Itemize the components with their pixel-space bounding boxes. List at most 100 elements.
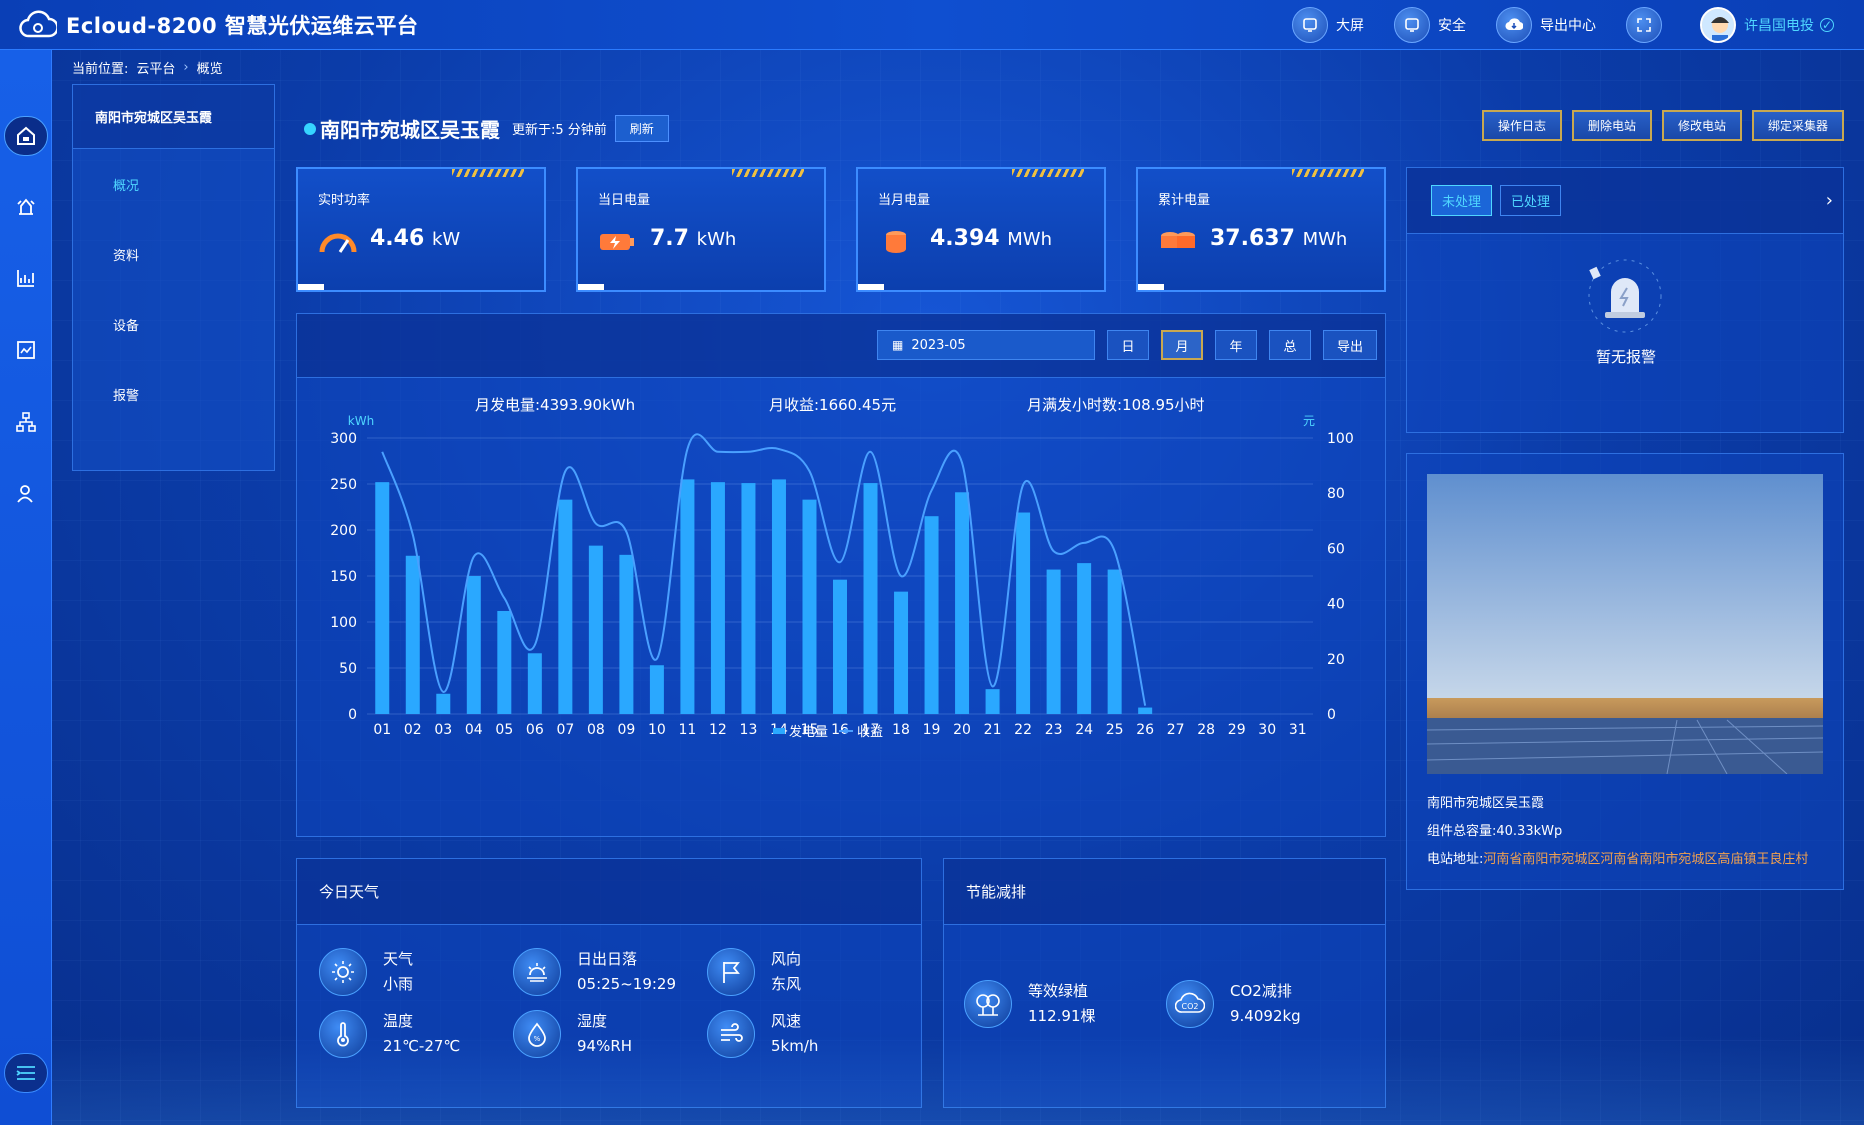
y-tick-left: 0 xyxy=(348,707,357,723)
weather-wind-speed: 风速 5km/h xyxy=(707,1009,818,1059)
energy-saving-panel: 节能减排 等效绿植 112.91棵 CO2 CO2减排 9.4092kg xyxy=(943,858,1386,1108)
delete-station-button[interactable]: 删除电站 xyxy=(1571,110,1652,141)
refresh-button[interactable]: 刷新 xyxy=(614,115,669,142)
y-axis-left-label: kWh xyxy=(348,414,374,428)
kpi-value: 4.394 MWh xyxy=(930,226,1052,251)
kpi-accent xyxy=(578,284,604,290)
station-subnav: 南阳市宛城区吴玉霞 概况 资料 设备 报警 xyxy=(72,84,275,471)
bar-26 xyxy=(1138,707,1153,714)
export-center-label: 导出中心 xyxy=(1540,18,1596,34)
range-total-button[interactable]: 总 xyxy=(1269,330,1311,360)
weather-wind-direction: 风向 东风 xyxy=(707,947,801,997)
y-tick-right: 40 xyxy=(1327,597,1345,613)
bar-11 xyxy=(680,479,695,714)
export-center-button[interactable]: 导出中心 xyxy=(1496,7,1596,43)
subnav-item-devices[interactable]: 设备 xyxy=(113,318,140,334)
bar-17 xyxy=(863,483,878,714)
chevron-right-icon[interactable]: › xyxy=(1825,190,1833,211)
y-tick-right: 20 xyxy=(1327,652,1345,668)
chart-summary-generation: 月发电量:4393.90kWh xyxy=(475,396,635,414)
kpi-accent xyxy=(858,284,884,290)
subnav-item-alarms[interactable]: 报警 xyxy=(113,388,140,404)
x-tick-label: 13 xyxy=(740,722,758,738)
bar-19 xyxy=(924,516,939,714)
kpi-unit: MWh xyxy=(1302,229,1348,250)
kpi-stripes xyxy=(1012,169,1084,177)
kpi-accent xyxy=(1138,284,1164,290)
kpi-total-energy: 累计电量 37.637 MWh xyxy=(1136,167,1386,292)
big-screen-button[interactable]: 大屏 xyxy=(1292,7,1364,43)
kpi-stripes xyxy=(732,169,804,177)
cloud-logo-icon xyxy=(16,5,60,45)
x-tick-label: 08 xyxy=(587,722,605,738)
y-tick-left: 250 xyxy=(330,477,357,493)
y-tick-left: 150 xyxy=(330,569,357,585)
energy-co2-reduction: CO2 CO2减排 9.4092kg xyxy=(1166,979,1301,1029)
bar-03 xyxy=(436,693,451,714)
home-icon[interactable] xyxy=(4,116,48,156)
x-tick-label: 22 xyxy=(1014,722,1032,738)
bar-07 xyxy=(558,499,573,714)
kpi-realtime-power: 实时功率 4.46 kW xyxy=(296,167,546,292)
x-tick-label: 17 xyxy=(862,722,880,738)
bar-12 xyxy=(710,482,725,714)
bar-02 xyxy=(405,555,420,714)
subnav-title: 南阳市宛城区吴玉霞 xyxy=(73,85,274,149)
empty-alarm-icon xyxy=(1575,254,1675,348)
month-picker[interactable]: ▦ 2023-05 xyxy=(877,330,1095,360)
fullscreen-button[interactable] xyxy=(1626,7,1670,43)
legend-generation: 发电量 xyxy=(789,724,828,740)
kpi-stripes xyxy=(1292,169,1364,177)
breadcrumb-item-cloud[interactable]: 云平台 xyxy=(136,62,176,77)
month-picker-value: 2023-05 xyxy=(911,337,966,353)
edit-station-button[interactable]: 修改电站 xyxy=(1661,110,1742,141)
station-info-capacity: 组件总容量:40.33kWp xyxy=(1427,824,1563,839)
address-label: 电站地址: xyxy=(1427,852,1484,867)
x-tick-label: 27 xyxy=(1167,722,1185,738)
station-icon[interactable] xyxy=(10,190,42,222)
tab-processed[interactable]: 已处理 xyxy=(1500,185,1562,216)
chevron-down-icon: ✓ xyxy=(1820,18,1834,32)
subnav-item-overview[interactable]: 概况 xyxy=(113,178,140,194)
tab-unprocessed[interactable]: 未处理 xyxy=(1431,185,1493,216)
kpi-number: 4.46 xyxy=(370,226,425,251)
chart-icon[interactable] xyxy=(10,262,42,294)
bar-18 xyxy=(894,591,909,714)
x-tick-label: 25 xyxy=(1106,722,1124,738)
x-tick-label: 18 xyxy=(892,722,910,738)
co2-label: CO2减排 xyxy=(1230,982,1292,1000)
co2-value: 9.4092kg xyxy=(1230,1007,1301,1025)
big-screen-label: 大屏 xyxy=(1336,18,1364,34)
operation-log-button[interactable]: 操作日志 xyxy=(1481,110,1562,141)
bar-23 xyxy=(1046,569,1061,714)
chart-export-button[interactable]: 导出 xyxy=(1323,330,1377,360)
svg-text:CO2: CO2 xyxy=(1182,1002,1199,1011)
temperature-label: 温度 xyxy=(383,1012,414,1030)
bind-collector-button[interactable]: 绑定采集器 xyxy=(1751,110,1844,141)
station-info-card: 南阳市宛城区吴玉霞 组件总容量:40.33kWp 电站地址:河南省南阳市宛城区河… xyxy=(1406,453,1844,890)
range-month-button[interactable]: 月 xyxy=(1161,330,1203,360)
address-value: 河南省南阳市宛城区河南省南阳市宛城区高庙镇王良庄村 xyxy=(1483,852,1809,867)
subnav-item-profile[interactable]: 资料 xyxy=(113,248,140,264)
kpi-accent xyxy=(298,284,324,290)
weather-label: 天气 xyxy=(383,950,414,968)
user-icon[interactable] xyxy=(10,478,42,510)
report-icon[interactable] xyxy=(10,334,42,366)
security-button[interactable]: 安全 xyxy=(1394,7,1466,43)
y-tick-left: 300 xyxy=(330,431,357,447)
org-tree-icon[interactable] xyxy=(10,406,42,438)
bar-04 xyxy=(466,576,481,714)
menu-toggle-icon[interactable] xyxy=(4,1053,48,1093)
monitor-icon xyxy=(1292,7,1328,43)
temperature-value: 21℃-27℃ xyxy=(383,1037,461,1055)
kpi-unit: kWh xyxy=(696,229,737,250)
kpi-number: 4.394 xyxy=(930,226,1000,251)
chart-toolbar: ▦ 2023-05 日 月 年 总 导出 xyxy=(297,314,1385,378)
x-tick-label: 02 xyxy=(404,722,422,738)
range-day-button[interactable]: 日 xyxy=(1107,330,1149,360)
coin-stack-icon xyxy=(878,226,918,256)
kpi-number: 7.7 xyxy=(650,226,689,251)
avatar xyxy=(1700,7,1736,43)
range-year-button[interactable]: 年 xyxy=(1215,330,1257,360)
user-menu[interactable]: 许昌国电投 ✓ xyxy=(1700,7,1834,43)
